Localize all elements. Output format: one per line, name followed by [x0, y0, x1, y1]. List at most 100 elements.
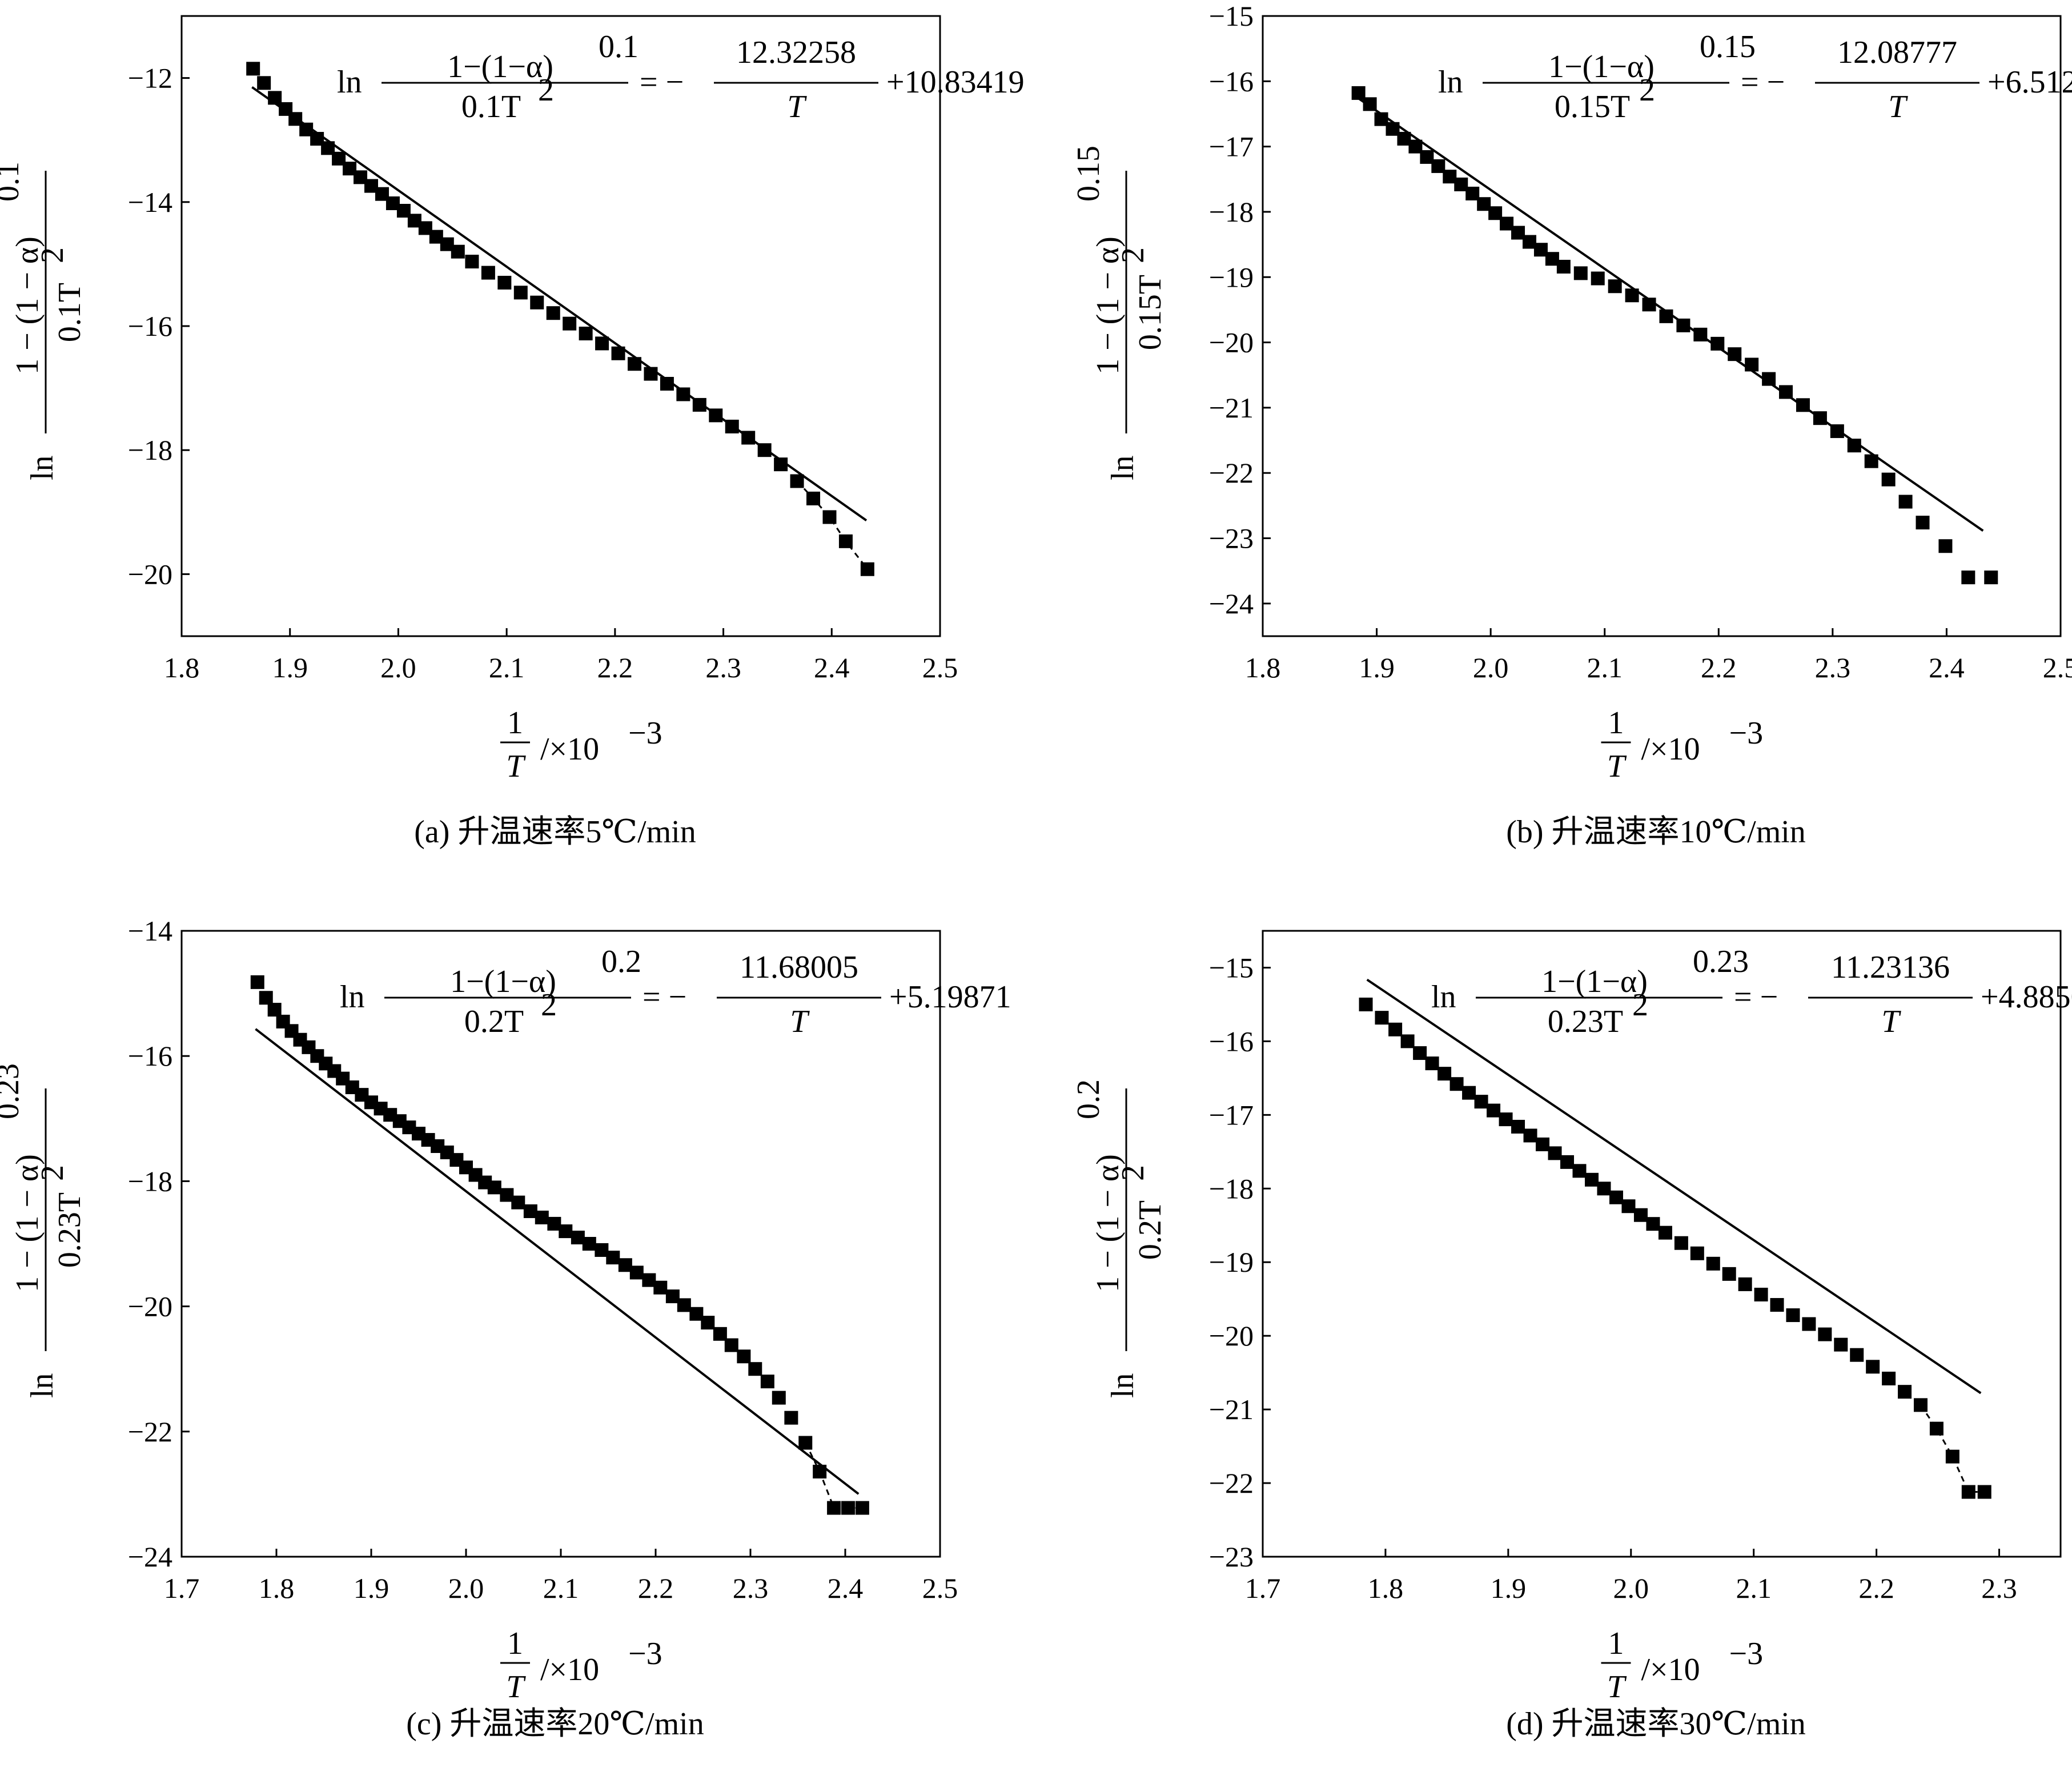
y-tick-label: −14: [128, 915, 172, 947]
data-point: [1560, 1155, 1575, 1169]
equation-ln: ln: [337, 65, 362, 100]
data-point: [1913, 1398, 1928, 1412]
plot-frame: [1262, 15, 2062, 637]
equation-numerator: 1−(1−α): [450, 964, 556, 999]
y-tick-label: −12: [128, 62, 172, 94]
data-point: [611, 346, 625, 360]
x-tick-label: 2.1: [1736, 1572, 1772, 1604]
y-tick-label: −16: [1209, 1025, 1254, 1057]
data-point: [1413, 1046, 1427, 1060]
equation-equals: = −: [643, 979, 686, 1015]
data-point: [1658, 1226, 1672, 1240]
x-axis-label: 1 T /×10 −3: [500, 1626, 662, 1705]
equation-ln: ln: [340, 979, 365, 1015]
data-point: [724, 1338, 738, 1352]
x-tick-label: 2.3: [733, 1572, 769, 1604]
y-axis-label: ln 1 − (1 − α) 0.23 0.23T 2: [0, 1063, 87, 1398]
data-point: [1938, 539, 1953, 553]
data-point: [595, 336, 609, 351]
equation-denominator: 0.1T: [461, 89, 521, 124]
data-point: [1625, 288, 1639, 303]
x-label-exponent: −3: [1729, 1636, 1764, 1672]
data-point: [1591, 271, 1605, 286]
data-point: [257, 76, 271, 90]
chart-svg: 1.8 1.9 2.0 2.1 2.2 2.3 2.4 2.5 −15 −16 −17 −18 −19 −…: [1071, 0, 2072, 850]
equation-numerator: 1−(1−α): [1541, 964, 1648, 999]
y-label-ln: ln: [25, 455, 60, 480]
data-point: [1881, 472, 1896, 487]
data-point: [1754, 1287, 1768, 1301]
x-tick-label: 2.2: [1701, 652, 1737, 684]
equation-denominator-exponent: 2: [1639, 73, 1655, 108]
data-point: [1834, 1337, 1848, 1352]
data-point: [772, 1391, 786, 1405]
data-point: [798, 1436, 813, 1450]
data-point: [259, 991, 273, 1005]
y-tick-label: −20: [1209, 1320, 1254, 1352]
data-point: [1573, 266, 1588, 280]
data-point: [1818, 1327, 1832, 1341]
x-tick-label: 2.1: [1587, 652, 1623, 684]
data-point: [1511, 1119, 1525, 1134]
data-point: [660, 376, 674, 391]
data-point: [841, 1501, 855, 1515]
y-label-denominator-exponent: 2: [35, 247, 70, 263]
equation-intercept: +4.88503: [1981, 979, 2072, 1015]
data-point: [563, 316, 577, 331]
y-label-denominator-exponent: 2: [1115, 247, 1151, 263]
x-tick-label: 1.9: [1359, 652, 1395, 684]
fit-line: [1366, 978, 1982, 1395]
data-point: [822, 510, 837, 524]
x-tick-label: 2.0: [380, 652, 416, 684]
equation-intercept: +10.83419: [886, 65, 1025, 100]
data-point: [1425, 1056, 1439, 1071]
data-point: [774, 457, 788, 472]
data-point: [760, 1375, 774, 1389]
y-label-numerator: 1 − (1 − α): [1090, 236, 1126, 375]
data-point: [451, 244, 465, 259]
equation-slope-denominator: T: [790, 1004, 810, 1039]
y-tick-label: −22: [1209, 457, 1254, 489]
data-point: [709, 408, 723, 423]
data-point: [701, 1316, 715, 1330]
data-point: [1745, 357, 1759, 372]
data-point: [1359, 997, 1373, 1011]
data-point: [644, 367, 658, 381]
equation-equals: = −: [640, 65, 684, 100]
equation-slope: 12.08777: [1837, 35, 1957, 70]
data-point: [1898, 1385, 1912, 1399]
data-point: [628, 357, 642, 371]
data-point: [1548, 1146, 1562, 1160]
x-label-denominator: T: [506, 749, 526, 784]
x-axis-label: 1 T /×10 −3: [500, 705, 662, 784]
data-point: [1847, 439, 1861, 453]
data-point: [1400, 1034, 1415, 1048]
y-label-numerator: 1 − (1 − α): [10, 236, 45, 375]
dashed-tail: [1920, 1404, 1985, 1493]
data-point: [1984, 570, 1998, 585]
equation-numerator-exponent: 0.15: [1700, 29, 1756, 65]
data-point: [1499, 1112, 1513, 1127]
x-tick-label: 1.7: [164, 1572, 200, 1604]
x-tick-label: 1.9: [354, 1572, 389, 1604]
x-tick-label: 2.0: [1613, 1572, 1649, 1604]
equation-intercept: +6.51201: [1987, 65, 2072, 100]
x-label-unit: /×10: [540, 1652, 599, 1687]
data-point: [1388, 1022, 1403, 1036]
data-point: [1536, 1137, 1550, 1151]
y-tick-label: −20: [128, 558, 172, 590]
chart-svg: 1.7 1.8 1.9 2.0 2.1 2.2 2.3 2.4 2.5 −14 −16 −18 −20 −…: [0, 915, 1011, 1742]
y-label-numerator: 1 − (1 − α): [1090, 1154, 1126, 1292]
data-point: [1608, 279, 1622, 294]
x-tick-label: 2.3: [705, 652, 741, 684]
x-label-denominator: T: [1607, 749, 1627, 784]
data-point: [481, 266, 495, 280]
x-tick-label: 2.5: [922, 1572, 958, 1604]
data-point: [1706, 1256, 1720, 1271]
x-tick-label: 1.8: [164, 652, 200, 684]
y-tick-label: −16: [128, 1040, 172, 1072]
data-point: [1898, 495, 1913, 509]
data-point: [1609, 1190, 1623, 1204]
data-point: [1572, 1164, 1587, 1178]
x-tick-label: 1.9: [1491, 1572, 1527, 1604]
